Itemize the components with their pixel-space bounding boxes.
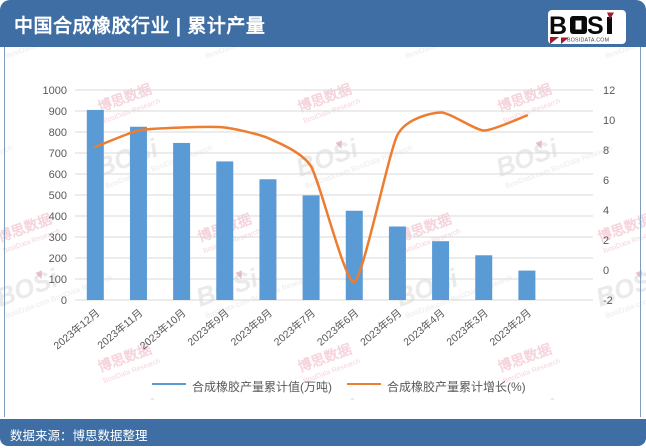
- svg-text:2023年12月: 2023年12月: [51, 306, 102, 352]
- svg-text:2023年3月: 2023年3月: [444, 306, 491, 348]
- svg-text:10: 10: [603, 115, 615, 127]
- svg-text:2023年11月: 2023年11月: [95, 306, 146, 351]
- svg-text:2023年5月: 2023年5月: [358, 306, 405, 348]
- svg-text:2023年9月: 2023年9月: [185, 306, 232, 348]
- svg-text:BOSIDATA.COM: BOSIDATA.COM: [567, 38, 609, 44]
- svg-text:2023年2月: 2023年2月: [487, 306, 534, 348]
- svg-text:2023年7月: 2023年7月: [271, 306, 318, 348]
- svg-text:700: 700: [49, 148, 67, 160]
- svg-text:12: 12: [603, 85, 615, 97]
- svg-text:-2: -2: [603, 295, 613, 307]
- svg-text:B: B: [549, 12, 566, 40]
- svg-text:300: 300: [49, 232, 67, 244]
- svg-text:500: 500: [49, 190, 67, 202]
- svg-text:2: 2: [603, 235, 609, 247]
- svg-text:S: S: [587, 12, 603, 40]
- svg-text:8: 8: [603, 145, 609, 157]
- svg-text:1000: 1000: [43, 85, 67, 97]
- svg-text:2023年8月: 2023年8月: [228, 306, 275, 348]
- svg-text:6: 6: [603, 175, 609, 187]
- svg-text:2023年6月: 2023年6月: [314, 306, 361, 348]
- svg-text:800: 800: [49, 127, 67, 139]
- svg-text:2023年10月: 2023年10月: [137, 306, 188, 352]
- svg-text:400: 400: [49, 211, 67, 223]
- svg-text:0: 0: [61, 295, 67, 307]
- svg-text:2023年4月: 2023年4月: [401, 306, 448, 348]
- svg-text:900: 900: [49, 106, 67, 118]
- svg-text:600: 600: [49, 169, 67, 181]
- svg-text:200: 200: [49, 253, 67, 265]
- svg-text:100: 100: [49, 274, 67, 286]
- svg-text:0: 0: [603, 265, 609, 277]
- svg-text:4: 4: [603, 205, 609, 217]
